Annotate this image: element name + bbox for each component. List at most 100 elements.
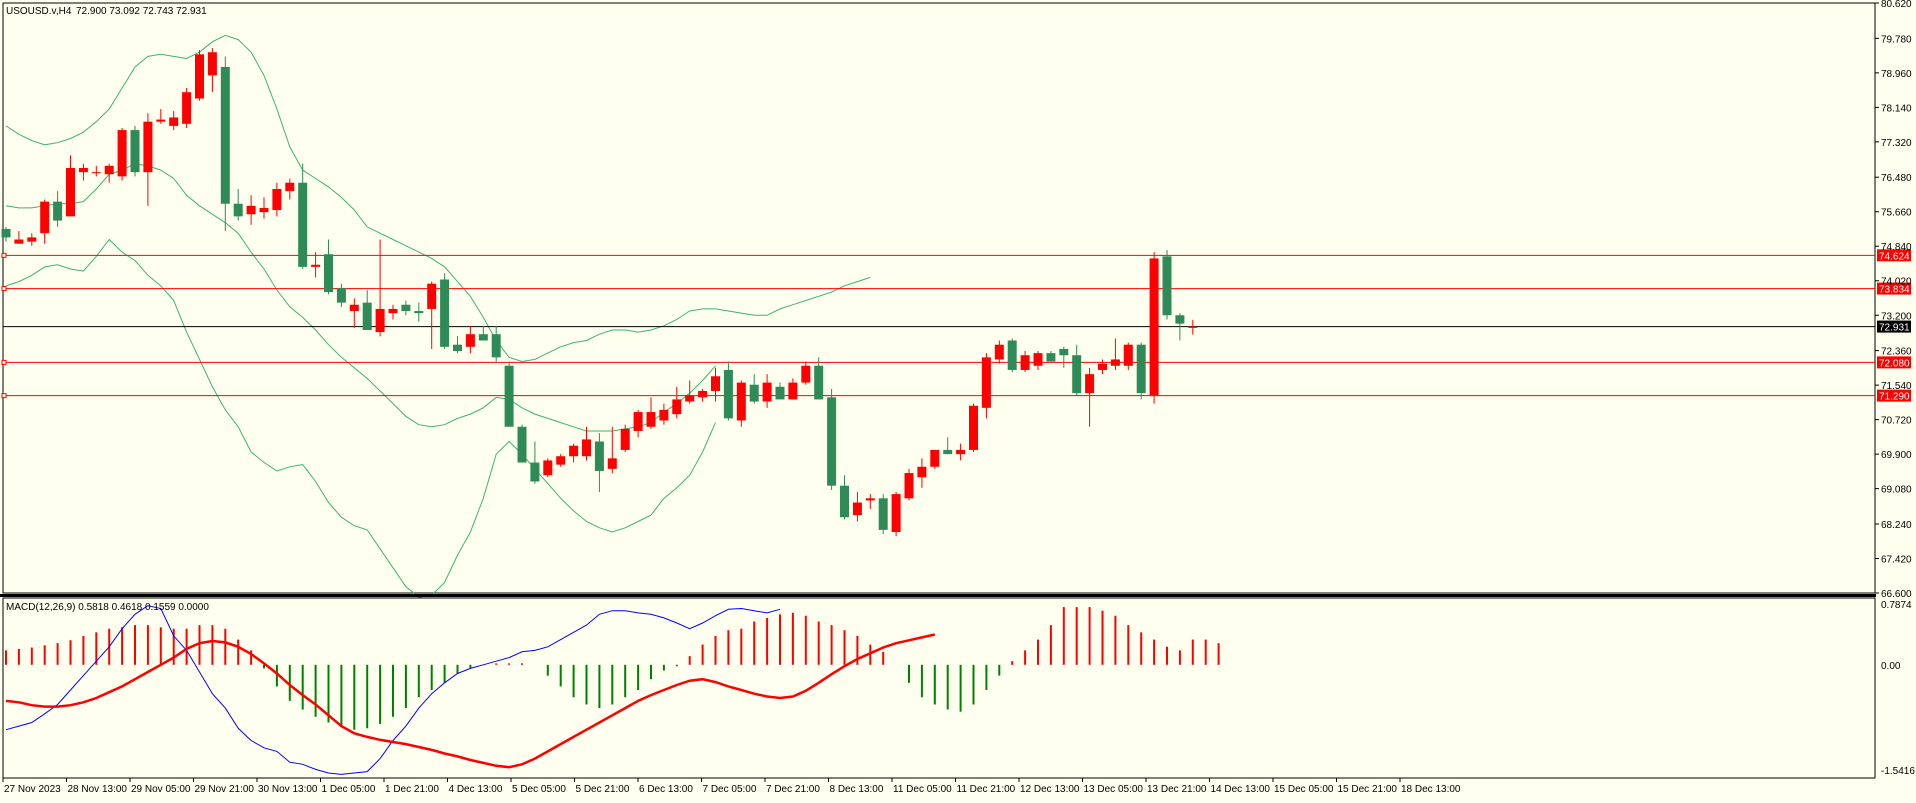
candle-body <box>362 302 372 330</box>
price-tick-label: 70.720 <box>1881 416 1912 427</box>
candle-body <box>117 130 127 177</box>
candle-body <box>1020 355 1030 370</box>
current-price-tag <box>1877 320 1911 333</box>
candle-body <box>246 205 256 215</box>
level-tag-label: 71.290 <box>1879 392 1910 403</box>
candle-body <box>207 52 217 76</box>
candle-body <box>1 228 11 238</box>
candle-body <box>336 287 346 303</box>
price-pane-frame <box>2 2 1876 594</box>
candle-body <box>1149 258 1159 396</box>
candlesticks <box>1 48 1198 537</box>
macd-lines <box>5 605 936 775</box>
time-tick-label: 14 Dec 13:00 <box>1211 784 1271 795</box>
candle-body <box>388 308 398 314</box>
level-tag <box>1877 249 1911 262</box>
candle-body <box>969 405 978 450</box>
candle-body <box>672 399 682 415</box>
time-tick-label: 13 Dec 05:00 <box>1084 784 1144 795</box>
macd-label: MACD(12,26,9) 0.5818 0.4618 0.1559 0.000… <box>6 602 209 613</box>
time-tick-label: 30 Nov 13:00 <box>258 784 318 795</box>
price-tick-label: 69.080 <box>1881 485 1912 496</box>
time-tick-label: 15 Dec 05:00 <box>1274 784 1334 795</box>
time-tick-label: 7 Dec 05:00 <box>703 784 757 795</box>
candle-body <box>169 117 179 126</box>
candle-body <box>156 119 166 122</box>
candle-body <box>801 365 811 383</box>
candle-body <box>311 264 321 267</box>
time-tick-label: 5 Dec 05:00 <box>512 784 566 795</box>
time-tick-label: 12 Dec 13:00 <box>1020 784 1080 795</box>
candle-body <box>685 395 695 402</box>
ohlc-header: 72.900 73.092 72.743 72.931 <box>76 6 207 17</box>
macd-histogram <box>5 607 1220 730</box>
candle-body <box>543 460 553 476</box>
time-tick-label: 4 Dec 13:00 <box>449 784 503 795</box>
candle-body <box>285 182 295 192</box>
candle-body <box>27 237 37 242</box>
time-tick-label: 27 Nov 2023 <box>4 784 61 795</box>
time-tick-label: 7 Dec 21:00 <box>766 784 820 795</box>
time-tick-label: 5 Dec 21:00 <box>576 784 630 795</box>
price-tick-label: 78.960 <box>1881 69 1912 80</box>
candle-body <box>130 130 140 173</box>
candle-body <box>981 357 991 408</box>
time-tick-label: 13 Dec 21:00 <box>1147 784 1207 795</box>
candle-body <box>453 344 462 352</box>
candle-body <box>1059 348 1069 356</box>
macd-pane-frame <box>2 597 1876 779</box>
candle-body <box>878 498 888 530</box>
candle-body <box>465 334 475 347</box>
candle-body <box>582 439 591 457</box>
time-tick-label: 28 Nov 13:00 <box>68 784 128 795</box>
candle-body <box>1162 256 1172 316</box>
level-anchor <box>1 286 7 292</box>
candle-body <box>840 485 849 518</box>
candle-body <box>104 165 114 175</box>
level-tag-label: 74.624 <box>1879 251 1910 262</box>
price-tick-label: 69.900 <box>1881 450 1912 461</box>
candle-body <box>324 254 333 293</box>
level-anchor <box>1 393 7 399</box>
candle-body <box>272 189 282 211</box>
time-tick-label: 15 Dec 21:00 <box>1338 784 1398 795</box>
candle-body <box>1123 344 1133 366</box>
macd-tick-label: -1.5416 <box>1881 766 1915 777</box>
price-pane[interactable]: 74.624 73.834 72.080 71.290 72.931 USOUSD.v,… <box>1 2 1912 598</box>
candle-body <box>375 308 385 333</box>
price-tick-label: 79.780 <box>1881 34 1912 45</box>
candle-body <box>298 182 308 267</box>
candle-body <box>53 201 63 221</box>
price-axis: 80.620 79.780 78.960 78.140 77.320 76.480 75.6… <box>1875 0 1912 600</box>
time-tick-label: 29 Nov 21:00 <box>195 784 255 795</box>
candle-body <box>891 494 901 532</box>
candle-body <box>556 456 566 465</box>
price-tick-label: 74.020 <box>1881 277 1912 288</box>
time-tick-label: 11 Dec 05:00 <box>893 784 952 795</box>
candle-body <box>66 167 75 217</box>
candle-body <box>1175 315 1185 324</box>
candle-body <box>1098 363 1107 370</box>
candle-body <box>646 412 656 427</box>
level-tag <box>1877 356 1911 369</box>
candle-body <box>530 462 540 482</box>
candle-body <box>233 203 243 217</box>
macd-pane[interactable]: MACD(12,26,9) 0.5818 0.4618 0.1559 0.000… <box>2 597 1876 779</box>
candle-body <box>633 412 643 431</box>
candle-body <box>788 382 798 400</box>
candle-body <box>956 449 966 455</box>
time-tick-label: 18 Dec 13:00 <box>1401 784 1461 795</box>
candle-body <box>14 239 24 244</box>
candle-body <box>943 449 953 455</box>
candle-body <box>711 376 720 392</box>
candle-body <box>414 311 424 314</box>
price-tick-label: 74.840 <box>1881 242 1912 253</box>
candle-body <box>91 172 101 174</box>
candle-body <box>427 283 437 309</box>
candle-body <box>440 279 450 347</box>
candle-body <box>852 502 862 516</box>
time-tick-label: 29 Nov 05:00 <box>131 784 191 795</box>
candle-body <box>1188 326 1198 328</box>
price-tick-label: 80.620 <box>1881 0 1912 10</box>
